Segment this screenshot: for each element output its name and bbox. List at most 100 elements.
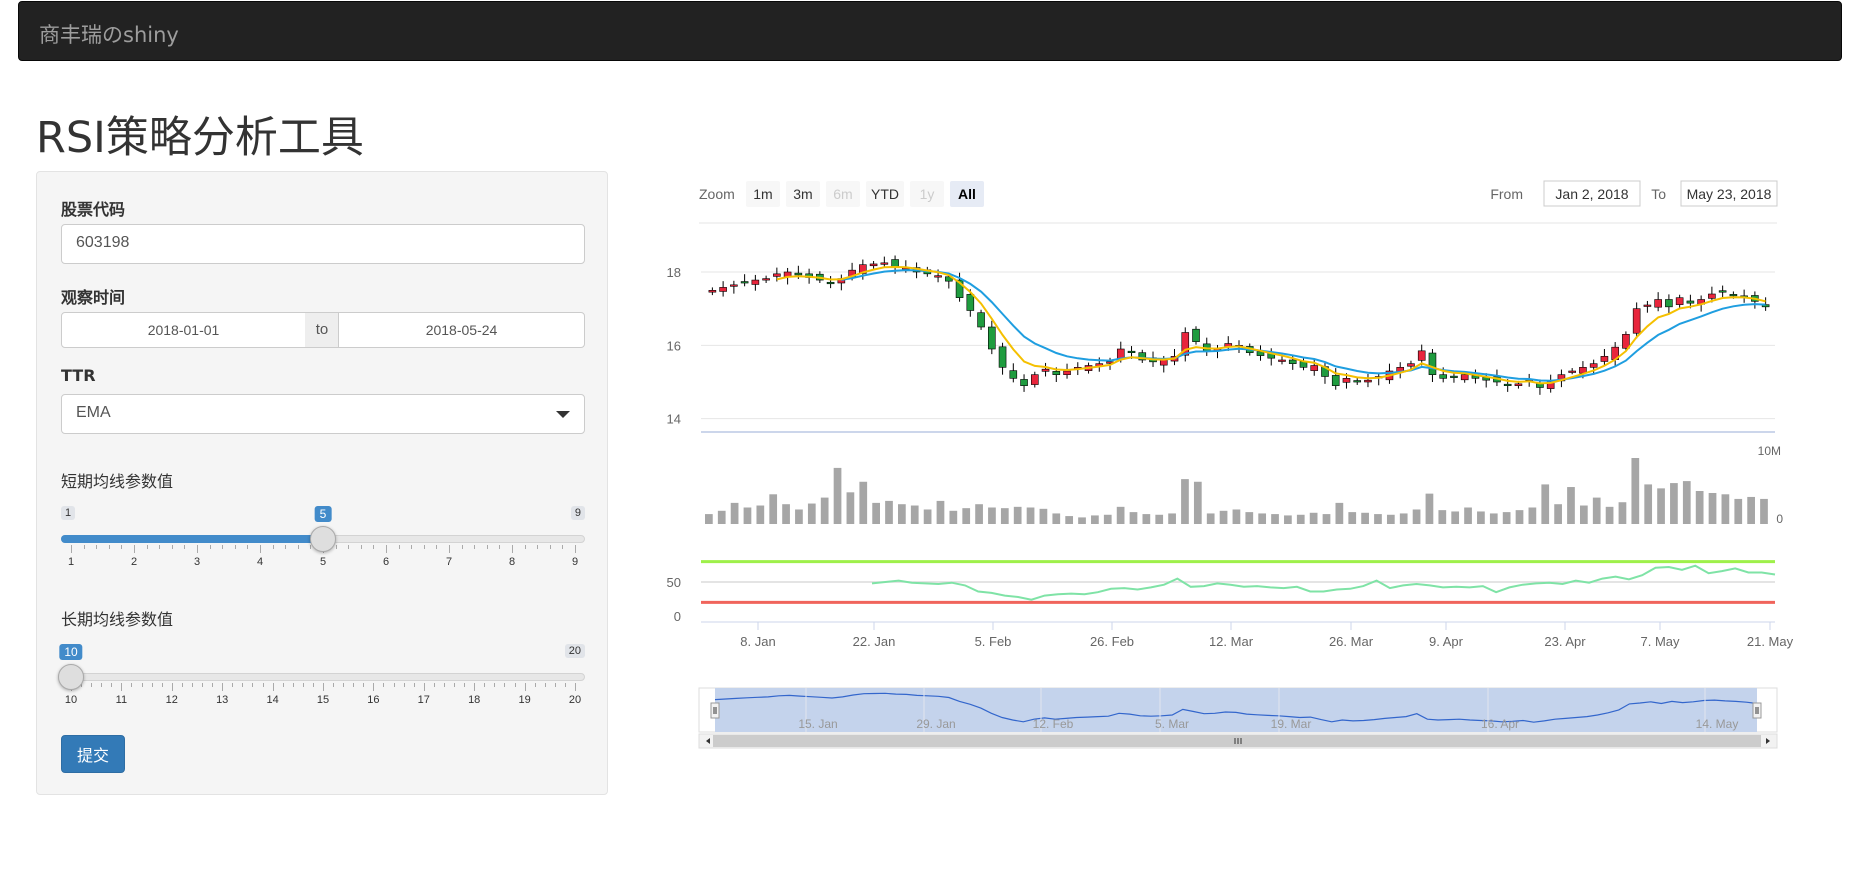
candle [1675, 297, 1684, 305]
slider-minor-tick [575, 683, 576, 691]
candle [1686, 300, 1695, 304]
volume-bar [1541, 484, 1550, 524]
slider-minor-tick [454, 683, 456, 687]
navigator-axis-label: 5. Mar [1155, 717, 1189, 731]
slider-tick-label: 9 [571, 556, 579, 568]
slider-minor-tick [386, 545, 387, 553]
slider-minor-tick [449, 545, 450, 553]
volume-bar [1721, 494, 1730, 524]
slider-minor-tick [411, 545, 413, 549]
short-ma-slider[interactable]: 1 9 5 1 2 3 4 5 6 7 8 9 [61, 506, 585, 586]
slider-minor-tick [562, 545, 564, 549]
volume-bar [1438, 510, 1447, 524]
range-button-label[interactable]: 1m [753, 186, 772, 202]
navigator-left-handle[interactable] [710, 702, 720, 719]
navigator-selected-range[interactable] [715, 688, 1757, 732]
range-button-label[interactable]: YTD [871, 186, 899, 202]
range-button-ytd[interactable] [866, 181, 904, 207]
range-button-1m[interactable] [746, 181, 780, 207]
volume-axis-max-label: 10M [1758, 444, 1781, 458]
zoom-label: Zoom [699, 186, 735, 202]
rsi-line [871, 564, 1776, 601]
scroll-left-icon[interactable] [706, 738, 710, 744]
volume-bar [872, 502, 880, 524]
range-button-label[interactable]: 6m [833, 186, 852, 202]
range-button-label[interactable]: 3m [793, 186, 812, 202]
slider-handle[interactable] [58, 664, 84, 690]
slider-minor-tick [398, 545, 400, 549]
volume-bar [1708, 492, 1717, 524]
volume-bar [1284, 515, 1292, 524]
candle [1568, 370, 1576, 373]
stock-code-input[interactable]: 603198 [61, 224, 585, 264]
navbar-brand[interactable]: 商丰瑞のshiny [39, 23, 179, 47]
scrollbar-thumb[interactable] [713, 735, 1761, 747]
candle [1342, 378, 1351, 383]
range-button-1y[interactable] [910, 181, 944, 207]
slider-minor-tick [544, 683, 546, 687]
slider-max-label: 20 [564, 644, 585, 658]
slider-minor-tick [323, 683, 324, 691]
volume-bar [1296, 514, 1305, 524]
volume-bar [1361, 512, 1369, 524]
from-date-value[interactable]: Jan 2, 2018 [1555, 186, 1628, 202]
slider-minor-tick [146, 545, 148, 549]
date-range-input: 2018-01-01 to 2018-05-24 [61, 312, 585, 348]
volume-bar [717, 510, 726, 524]
from-date-input[interactable] [1543, 180, 1641, 207]
submit-button[interactable]: 提交 [61, 735, 125, 773]
range-button-label[interactable]: All [958, 186, 976, 202]
x-axis-label: 7. May [1640, 634, 1680, 649]
volume-bar [949, 510, 958, 524]
volume-bar [1168, 513, 1176, 524]
volume-bar [1644, 484, 1653, 524]
to-date-input[interactable] [1680, 180, 1778, 207]
volume-axis-min-label: 0 [1776, 512, 1783, 526]
date-end-input[interactable]: 2018-05-24 [338, 312, 585, 348]
slider-minor-tick [297, 545, 299, 549]
to-date-value[interactable]: May 23, 2018 [1687, 186, 1772, 202]
slider-minor-tick [209, 545, 211, 549]
chevron-down-icon [556, 411, 570, 418]
range-button-all[interactable] [950, 181, 984, 207]
volume-bar [885, 500, 893, 524]
to-label: To [1651, 186, 1666, 202]
slider-minor-tick [171, 683, 173, 691]
slider-minor-tick [184, 545, 186, 549]
slider-tick-label: 14 [266, 694, 279, 706]
slider-minor-tick [343, 683, 345, 687]
price-axis-label: 18 [667, 265, 681, 280]
navigator-axis-label: 19. Mar [1271, 717, 1312, 731]
slider-handle[interactable] [310, 526, 336, 552]
range-button-6m[interactable] [826, 181, 860, 207]
observe-time-label: 观察时间 [61, 288, 126, 307]
slider-minor-tick [302, 683, 304, 687]
volume-bar [1116, 506, 1125, 524]
candle [1138, 352, 1147, 361]
candle [988, 326, 996, 350]
candle [880, 262, 889, 265]
slider-minor-tick [81, 683, 83, 687]
ttr-select[interactable]: EMA [61, 394, 585, 434]
navigator-axis-label: 15. Jan [798, 717, 837, 731]
long-ma-slider[interactable]: 1020101011121314151617181920 [58, 644, 585, 724]
range-button-3m[interactable] [786, 181, 820, 207]
scroll-right-icon[interactable] [1766, 738, 1770, 744]
candle [826, 281, 835, 285]
volume-bar [1399, 513, 1408, 524]
slider-minor-tick [242, 683, 244, 687]
candle [1439, 374, 1448, 379]
slider-minor-tick [433, 683, 435, 687]
date-start-input[interactable]: 2018-01-01 [61, 312, 306, 348]
slider-track[interactable] [61, 673, 585, 681]
slider-minor-tick [363, 683, 365, 687]
candle [1622, 334, 1630, 349]
candle [708, 290, 717, 293]
slider-tick-label: 3 [193, 556, 201, 568]
range-button-label[interactable]: 1y [920, 186, 935, 202]
volume-bar [1155, 514, 1164, 524]
volume-bar [859, 481, 868, 524]
navigator-right-handle[interactable] [1752, 702, 1762, 719]
long-slider-label: 长期均线参数值 [61, 610, 174, 629]
slider-minor-tick [310, 545, 312, 549]
